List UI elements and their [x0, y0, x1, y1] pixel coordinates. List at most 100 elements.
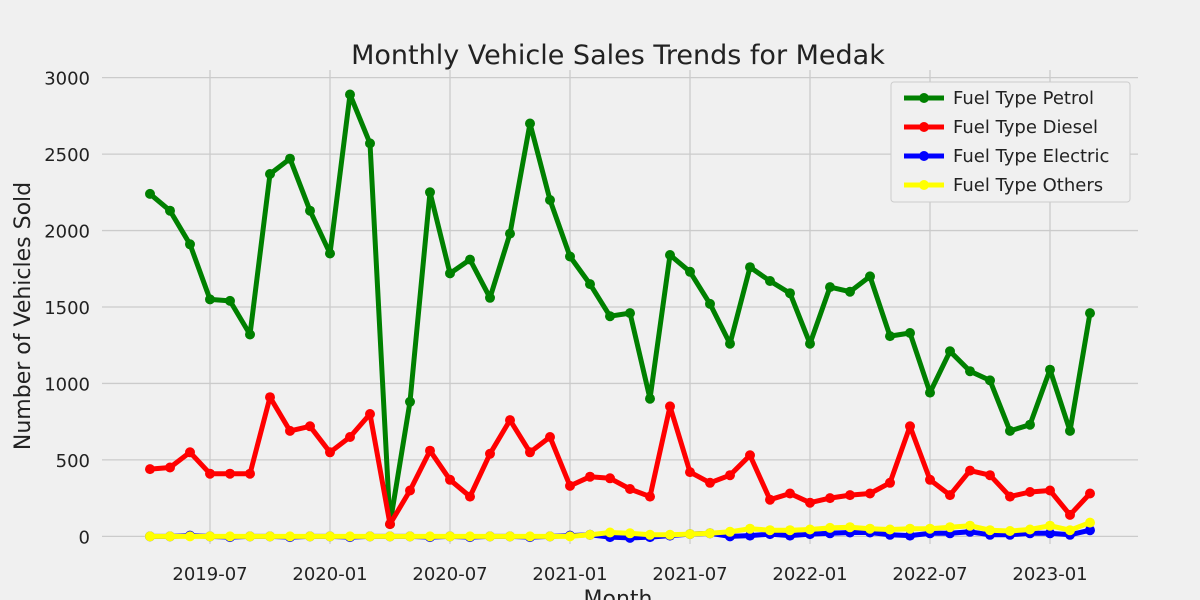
data-point — [685, 266, 695, 277]
chart-title: Monthly Vehicle Sales Trends for Medak — [351, 40, 885, 71]
data-point — [405, 396, 415, 407]
data-point — [585, 279, 595, 290]
data-point — [1045, 364, 1055, 375]
data-point — [465, 491, 475, 502]
data-point — [305, 531, 315, 542]
data-point — [905, 421, 915, 432]
data-point — [985, 375, 995, 386]
y-tick-label: 3000 — [44, 69, 90, 90]
data-point — [785, 488, 795, 499]
data-point — [165, 205, 175, 216]
series-0 — [145, 89, 1095, 530]
x-tick-label: 2021-07 — [652, 564, 727, 585]
data-point — [885, 477, 895, 488]
data-point — [445, 531, 455, 542]
data-point — [465, 531, 475, 542]
data-point — [925, 474, 935, 485]
data-point — [205, 294, 215, 305]
data-point — [565, 480, 575, 491]
data-point — [905, 523, 915, 534]
data-point — [305, 205, 315, 216]
x-tick-labels: 2019-07 2020-01 2020-07 2021-01 2021-07 2022-… — [172, 564, 1087, 585]
data-point — [185, 447, 195, 458]
data-point — [745, 523, 755, 534]
data-point — [1065, 425, 1075, 436]
data-point — [965, 520, 975, 531]
data-point — [265, 392, 275, 403]
grid — [102, 70, 1138, 544]
data-point — [465, 254, 475, 265]
data-point — [1005, 526, 1015, 536]
data-point — [565, 251, 575, 262]
data-point — [405, 531, 415, 542]
data-point — [505, 415, 515, 426]
data-point — [405, 485, 415, 496]
data-point — [1025, 487, 1035, 497]
data-point — [505, 531, 515, 542]
data-point — [625, 528, 635, 539]
data-point — [885, 524, 895, 535]
data-point — [1005, 491, 1015, 502]
data-point — [245, 531, 255, 542]
data-point — [425, 531, 435, 542]
data-point — [345, 89, 355, 100]
y-tick-label: 2500 — [44, 145, 90, 166]
data-point — [845, 490, 855, 501]
data-point — [545, 195, 555, 205]
legend-swatch-marker — [919, 180, 929, 190]
data-point — [965, 366, 975, 377]
data-point — [665, 250, 675, 260]
data-point — [765, 494, 775, 505]
data-point — [445, 268, 455, 279]
data-point — [645, 529, 655, 540]
data-point — [905, 530, 915, 541]
data-point — [985, 525, 995, 536]
data-point — [805, 524, 815, 535]
data-point — [1085, 308, 1095, 319]
data-point — [1065, 509, 1075, 520]
data-point — [705, 477, 715, 488]
data-point — [725, 470, 735, 481]
data-point — [745, 262, 755, 273]
data-point — [285, 531, 295, 542]
data-point — [705, 298, 715, 309]
data-point — [945, 346, 955, 357]
y-axis-label: Number of Vehicles Sold — [11, 182, 36, 450]
data-point — [925, 387, 935, 398]
x-tick-label: 2019-07 — [172, 564, 247, 585]
series-layer — [145, 89, 1095, 543]
data-point — [665, 401, 675, 412]
data-point — [585, 471, 595, 482]
data-point — [725, 338, 735, 349]
data-point — [225, 295, 235, 306]
data-point — [525, 531, 535, 542]
data-point — [225, 531, 235, 542]
data-point — [305, 421, 315, 432]
data-point — [185, 239, 195, 250]
data-point — [705, 528, 715, 539]
data-point — [945, 522, 955, 533]
data-point — [285, 153, 295, 164]
data-point — [505, 228, 515, 239]
data-point — [765, 525, 775, 536]
series-line — [147, 92, 1093, 527]
data-point — [245, 329, 255, 340]
y-tick-label: 1000 — [44, 374, 90, 395]
legend-item: Fuel Type Petrol — [904, 88, 1094, 109]
data-point — [545, 432, 555, 442]
data-point — [185, 531, 195, 542]
data-point — [365, 138, 375, 149]
data-point — [445, 474, 455, 485]
legend-item: Fuel Type Diesel — [904, 117, 1098, 138]
data-point — [145, 188, 155, 199]
data-point — [765, 276, 775, 286]
data-point — [745, 450, 755, 461]
data-point — [245, 468, 255, 479]
data-point — [725, 526, 735, 537]
x-tick-label: 2020-01 — [292, 564, 367, 585]
legend-swatch-marker — [919, 151, 929, 161]
data-point — [745, 530, 755, 541]
data-point — [925, 523, 935, 534]
data-point — [685, 529, 695, 540]
